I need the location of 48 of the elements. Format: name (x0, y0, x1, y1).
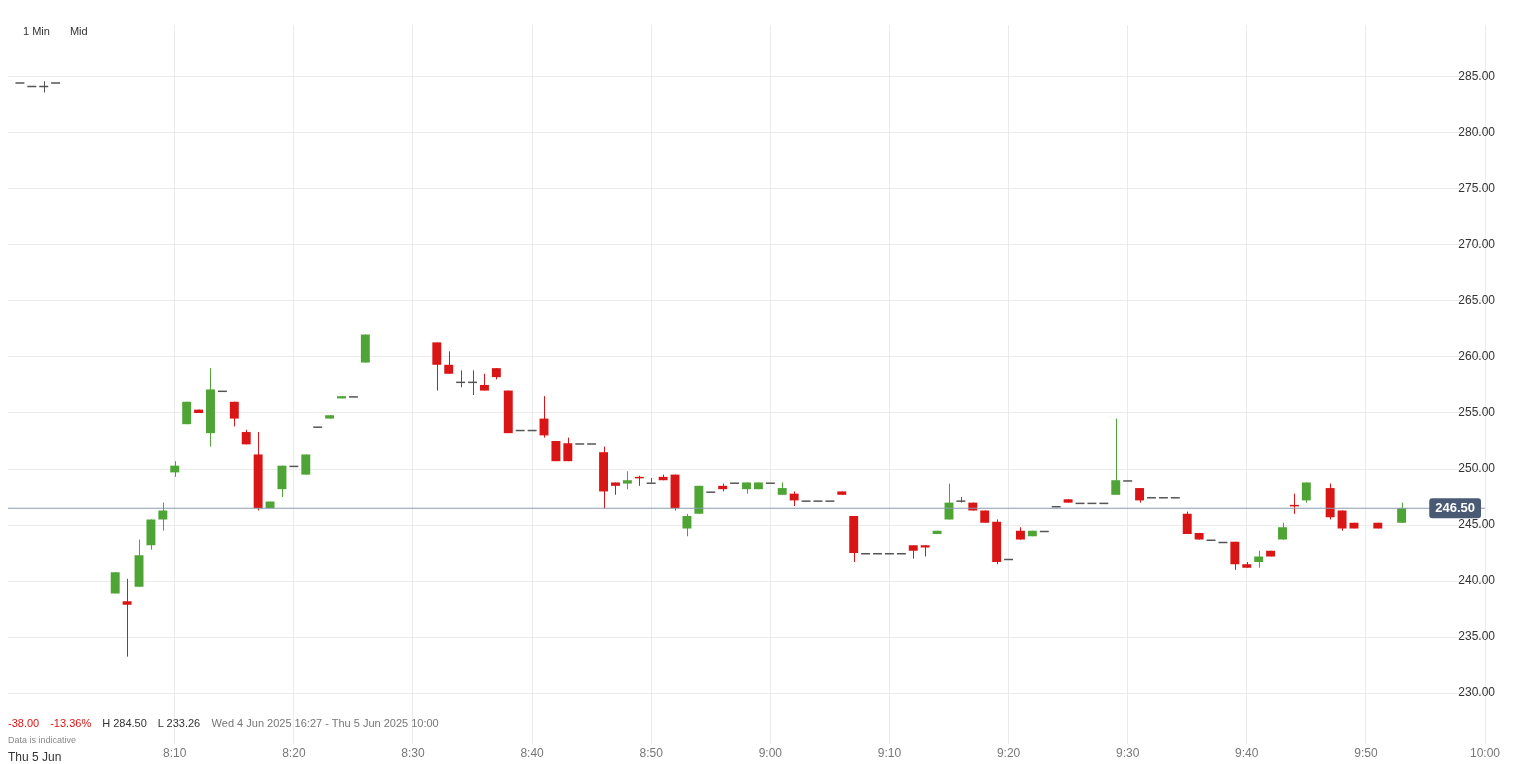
candlestick (158, 502, 168, 532)
x-tick-label: 9:50 (1354, 746, 1378, 761)
y-tick-label: 270.00 (1458, 237, 1496, 252)
candlestick (432, 341, 442, 392)
candlestick (1230, 541, 1240, 571)
y-tick-label: 250.00 (1458, 461, 1496, 476)
y-tick-label: 230.00 (1458, 685, 1496, 700)
x-tick-label: 8:20 (282, 746, 306, 761)
annotation: Wed 4 Jun 2025 16:27 - Thu 5 Jun 2025 10:00 (211, 716, 439, 729)
y-tick-label: 245.00 (1458, 517, 1496, 532)
x-tick-label: 8:30 (401, 746, 425, 761)
candlestick (444, 350, 454, 375)
y-tick-label: 285.00 (1458, 69, 1496, 84)
annotation: 1 Min (23, 25, 50, 38)
x-tick-label: 9:40 (1235, 746, 1259, 761)
y-tick-label: 280.00 (1458, 125, 1496, 140)
candlestick (1337, 509, 1347, 532)
x-tick-label: 9:10 (877, 746, 902, 761)
candlestick (682, 513, 692, 537)
y-tick-label: 255.00 (1458, 405, 1496, 420)
annotation: H 284.50 (102, 716, 147, 729)
x-tick-label: 8:10 (163, 746, 187, 761)
candlestick (229, 401, 239, 427)
candlestick (1301, 481, 1311, 504)
annotation: Data is indicative (8, 735, 77, 746)
y-tick-label: 265.00 (1458, 293, 1496, 308)
annotation: L 233.26 (157, 716, 201, 729)
annotation: Mid (69, 25, 88, 38)
x-tick-label: 9:20 (996, 746, 1021, 761)
x-tick-label: 8:40 (520, 746, 545, 761)
annotation: -38.00 (8, 716, 40, 729)
candlestick (1397, 502, 1407, 524)
candlestick (122, 578, 132, 658)
x-tick-label: 9:30 (1115, 746, 1140, 761)
x-tick-label: 9:00 (758, 746, 783, 761)
candlestick (301, 453, 311, 476)
y-tick-label: 260.00 (1458, 349, 1496, 364)
candlestick (646, 477, 656, 484)
y-tick-label: 240.00 (1458, 573, 1496, 588)
x-tick-label: 10:00 (1469, 746, 1501, 761)
text: Thu 5 Jun (8, 749, 62, 764)
annotation: -13.36% (50, 716, 92, 729)
ref-line-label: 246.50 (1435, 499, 1475, 515)
y-tick-label: 235.00 (1458, 629, 1496, 644)
y-tick-label: 275.00 (1458, 181, 1496, 196)
candlestick (1111, 418, 1121, 496)
candlestick (277, 465, 287, 498)
x-tick-label: 8:50 (639, 746, 664, 761)
